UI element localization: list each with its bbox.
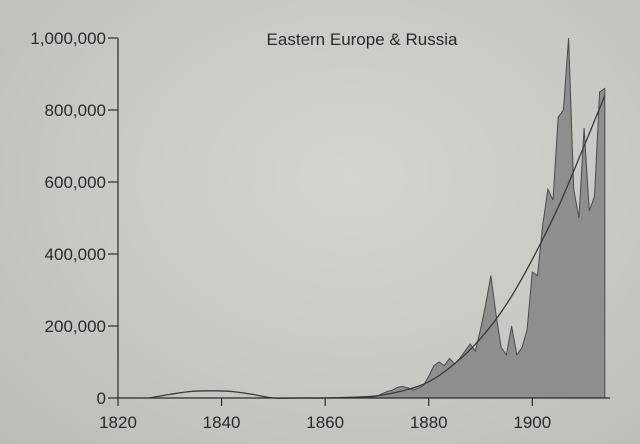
y-tick-label: 0 <box>97 389 106 408</box>
trend-line-layer <box>148 95 606 399</box>
x-tick-label: 1840 <box>203 413 241 432</box>
y-tick-label: 800,000 <box>45 101 106 120</box>
y-tick-label: 1,000,000 <box>30 29 106 48</box>
y-tick-label: 400,000 <box>45 245 106 264</box>
x-tick-label: 1860 <box>306 413 344 432</box>
y-tick-label: 600,000 <box>45 173 106 192</box>
x-tick-label: 1900 <box>513 413 551 432</box>
chart-title: Eastern Europe & Russia <box>267 30 458 49</box>
tick-label-layer: 0 200,000 400,000 600,000 800,000 1,000,000 18… <box>30 29 551 432</box>
immigration-area <box>118 37 606 399</box>
axis-layer <box>108 37 610 406</box>
x-tick-label: 1880 <box>410 413 448 432</box>
trend-line <box>148 95 606 399</box>
x-tick-label: 1820 <box>99 413 137 432</box>
y-tick-label: 200,000 <box>45 317 106 336</box>
area-layer <box>118 37 606 399</box>
